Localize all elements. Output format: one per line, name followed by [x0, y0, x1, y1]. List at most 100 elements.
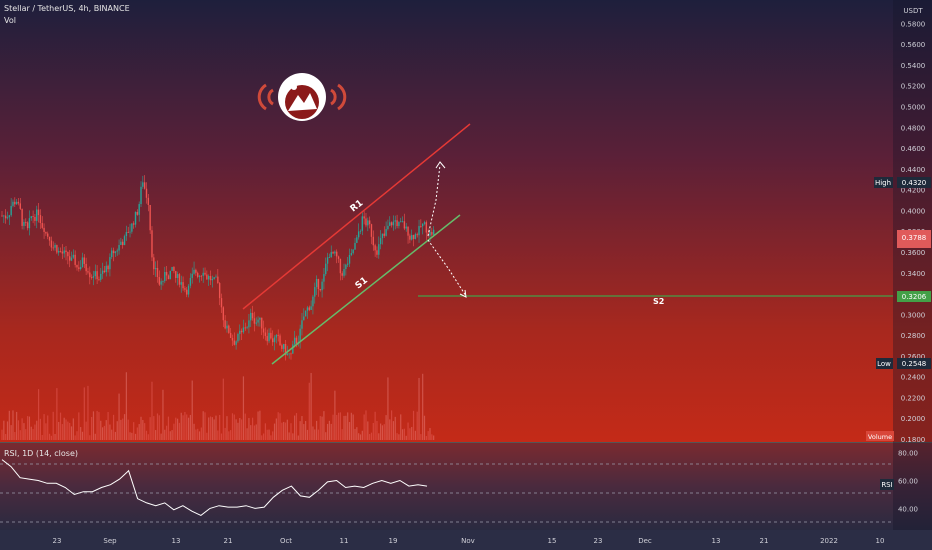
candle-body	[381, 233, 384, 239]
candle-body	[45, 231, 47, 234]
volume-bar	[94, 433, 96, 440]
volume-bar	[290, 423, 292, 440]
candle-body	[385, 229, 387, 236]
volume-bar	[222, 378, 224, 440]
volume-bar	[197, 428, 199, 440]
volume-bar	[153, 416, 155, 440]
volume-bar	[294, 415, 296, 440]
volume-bar	[356, 427, 358, 440]
volume-bar	[396, 433, 398, 440]
rsi-indicator-label[interactable]: RSI, 1D (14, close)	[4, 449, 78, 458]
volume-bar	[112, 414, 115, 440]
volume-bar	[70, 426, 73, 440]
candle-body	[250, 312, 252, 321]
candle-body	[367, 220, 369, 226]
support-line-s1[interactable]	[271, 214, 461, 365]
volume-indicator-label[interactable]: Vol	[4, 16, 16, 25]
low-value-box	[897, 358, 931, 369]
volume-bar	[45, 423, 47, 440]
volume-bar	[195, 429, 197, 440]
candle-body	[48, 236, 51, 241]
volume-bar	[429, 428, 431, 440]
volume-bar	[301, 416, 303, 440]
candle-body	[138, 204, 140, 215]
candle-body	[176, 274, 179, 279]
candle-body	[231, 337, 234, 341]
candle-body	[89, 272, 91, 278]
candle-body	[409, 235, 411, 240]
candle-body	[204, 272, 206, 275]
volume-bar	[427, 431, 429, 440]
candle-body	[186, 289, 188, 295]
candle-body	[246, 327, 248, 329]
price-tick-label: 0.3400	[901, 270, 926, 278]
candle-body	[160, 281, 162, 285]
candle-body	[354, 242, 356, 250]
candle-body	[421, 223, 424, 227]
symbol-title[interactable]: Stellar / TetherUS, 4h, BINANCE	[4, 4, 130, 13]
candle-body	[30, 216, 32, 219]
volume-bar	[87, 385, 89, 440]
volume-bar	[409, 428, 411, 440]
projection-down-arrow	[427, 239, 467, 297]
candle-body	[228, 325, 230, 333]
volume-bar	[376, 421, 378, 440]
candle-body	[220, 298, 223, 308]
volume-bar	[23, 423, 25, 440]
volume-bar	[116, 421, 118, 440]
projection-down-arrowhead	[459, 289, 467, 298]
candle-body	[23, 221, 25, 226]
volume-bar	[259, 410, 261, 440]
candle-body	[339, 258, 342, 274]
candle-body	[105, 265, 107, 273]
volume-bar	[19, 430, 21, 440]
volume-bar	[25, 429, 27, 440]
candle-body	[224, 320, 226, 329]
candle-body	[169, 270, 171, 280]
volume-bar	[323, 411, 325, 440]
volume-bar	[403, 428, 405, 440]
candle-body	[114, 251, 117, 254]
candle-body	[74, 254, 76, 265]
candle-body	[123, 236, 126, 246]
candle-body	[226, 325, 228, 329]
volume-bar	[358, 433, 360, 440]
volume-bar	[147, 434, 149, 440]
candle-body	[328, 257, 331, 258]
volume-bar	[350, 412, 352, 440]
candle-body	[284, 343, 287, 356]
candle-body	[213, 277, 215, 279]
candle-body	[151, 230, 153, 258]
volume-bar	[261, 435, 263, 440]
rsi-tag: RSI	[881, 481, 892, 489]
volume-bar	[272, 431, 274, 440]
resistance-line-r1[interactable]	[242, 123, 471, 310]
rsi-line	[1, 459, 428, 516]
candle-body	[400, 221, 402, 223]
volume-bar	[69, 422, 71, 440]
volume-bar	[10, 425, 12, 440]
volume-bar	[242, 376, 245, 440]
candle-body	[52, 247, 54, 249]
volume-bar	[411, 426, 413, 440]
s2-value-box	[897, 291, 931, 302]
volume-bar	[36, 420, 38, 440]
volume-bar	[85, 421, 87, 440]
volume-bar	[34, 424, 36, 440]
volume-bar	[27, 416, 29, 440]
volume-bar	[231, 413, 234, 440]
candle-body	[420, 226, 422, 227]
candle-body	[363, 216, 365, 219]
volume-bar	[354, 428, 356, 440]
candle-body	[240, 330, 243, 333]
volume-bar	[326, 423, 329, 440]
volume-bar	[264, 423, 266, 440]
volume-bar	[224, 427, 226, 440]
candle-body	[173, 266, 175, 272]
volume-bar	[343, 415, 345, 440]
volume-bar	[125, 372, 127, 440]
volume-bar	[43, 414, 45, 440]
candle-body	[41, 223, 43, 228]
candle-body	[412, 235, 415, 239]
candle-body	[83, 257, 86, 264]
